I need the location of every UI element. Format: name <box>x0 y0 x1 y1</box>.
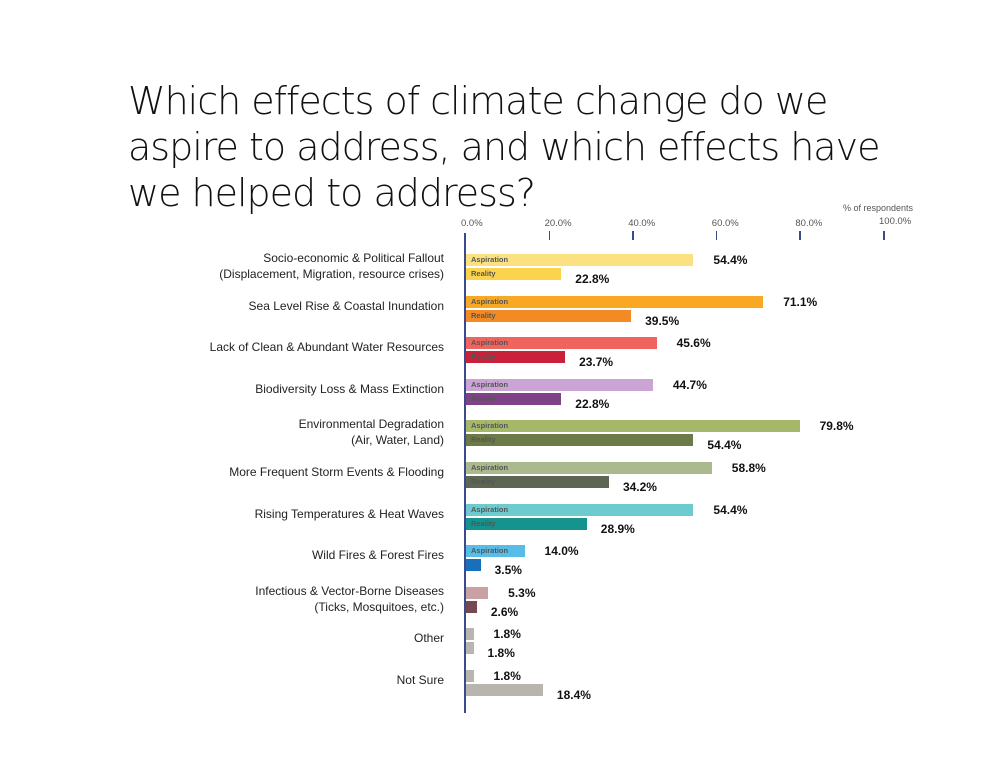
category-label: Socio-economic & Political Fallout (Displ… <box>219 250 444 282</box>
category-line1: Sea Level Rise & Coastal Inundation <box>248 299 444 313</box>
reality-bar <box>466 559 481 571</box>
category-label: Biodiversity Loss & Mass Extinction <box>255 381 444 397</box>
category-line2: (Air, Water, Land) <box>351 433 444 447</box>
series-label: Reality <box>471 394 496 403</box>
tick-label: 20.0% <box>544 218 572 229</box>
reality-value: 3.5% <box>494 563 522 577</box>
aspiration-bar <box>466 670 474 682</box>
aspiration-bar: Aspiration <box>466 296 764 308</box>
reality-bar: Reality <box>466 268 562 280</box>
category-label: Lack of Clean & Abundant Water Resources <box>210 339 444 355</box>
category-line1: Environmental Degradation <box>298 417 444 431</box>
aspiration-bar: Aspiration <box>466 337 657 349</box>
series-label: Aspiration <box>471 255 509 264</box>
aspiration-bar <box>466 628 474 640</box>
aspiration-bar: Aspiration <box>466 420 800 432</box>
aspiration-bar: Aspiration <box>466 254 694 266</box>
aspiration-bar: Aspiration <box>466 504 694 516</box>
reality-value: 2.6% <box>490 605 519 619</box>
reality-bar <box>466 642 474 654</box>
category-label: Rising Temperatures & Heat Waves <box>255 506 444 522</box>
series-label: Reality <box>471 435 496 444</box>
category-line1: Other <box>413 631 444 645</box>
tick-label: 40.0% <box>628 218 656 229</box>
chart-title: Which effects of climate change do we as… <box>128 79 880 215</box>
category-line1: Infectious & Vector-Borne Diseases <box>255 584 444 598</box>
category-label: Not Sure <box>397 672 444 688</box>
series-label: Aspiration <box>471 505 509 514</box>
reality-bar: Reality <box>466 518 587 530</box>
reality-value: 34.2% <box>622 480 657 494</box>
aspiration-value: 5.3% <box>508 586 536 600</box>
y-axis-line <box>464 233 466 713</box>
reality-bar <box>466 601 477 613</box>
aspiration-bar: Aspiration <box>466 379 653 391</box>
category-label: More Frequent Storm Events & Flooding <box>229 464 444 480</box>
category-line1: More Frequent Storm Events & Flooding <box>229 465 444 479</box>
reality-value: 39.5% <box>645 314 680 328</box>
reality-value: 1.8% <box>487 646 515 660</box>
series-label: Reality <box>471 519 496 528</box>
aspiration-value: 14.0% <box>544 544 579 558</box>
reality-value: 22.8% <box>575 397 610 411</box>
series-label: Reality <box>471 311 496 320</box>
series-label: Aspiration <box>471 421 509 430</box>
series-label: Reality <box>471 477 496 486</box>
tick-mark <box>632 231 634 240</box>
reality-value: 23.7% <box>579 355 614 369</box>
tick-mark <box>715 231 718 240</box>
axis-caption: % of respondents <box>843 203 914 213</box>
aspiration-bar <box>466 587 489 599</box>
reality-value: 22.8% <box>575 272 610 286</box>
category-line1: Not Sure <box>396 673 444 687</box>
aspiration-bar: Aspiration <box>466 462 712 474</box>
tick-label: 0.0% <box>461 218 483 229</box>
category-line1: Rising Temperatures & Heat Waves <box>254 507 444 521</box>
reality-bar: Reality <box>466 393 562 405</box>
aspiration-value: 1.8% <box>493 669 521 683</box>
aspiration-value: 54.4% <box>713 503 748 517</box>
category-line2: (Displacement, Migration, resource crise… <box>219 267 444 281</box>
tick-label: 100.0% <box>879 216 912 227</box>
aspiration-value: 79.8% <box>819 419 854 433</box>
series-label: Aspiration <box>471 338 509 347</box>
category-line1: Wild Fires & Forest Fires <box>311 548 444 562</box>
series-label: Aspiration <box>471 380 509 389</box>
tick-label: 60.0% <box>711 218 739 229</box>
category-label: Environmental Degradation (Air, Water, La… <box>299 416 444 448</box>
tick-label: 80.0% <box>795 218 823 229</box>
tick-mark <box>548 231 551 240</box>
category-line2: (Ticks, Mosquitoes, etc.) <box>314 600 444 614</box>
reality-bar: Reality <box>466 310 632 322</box>
category-label: Other <box>414 630 444 646</box>
category-line1: Biodiversity Loss & Mass Extinction <box>255 382 444 396</box>
aspiration-bar: Aspiration <box>466 545 525 557</box>
category-label: Sea Level Rise & Coastal Inundation <box>249 298 444 314</box>
aspiration-value: 44.7% <box>672 378 707 392</box>
aspiration-value: 58.8% <box>731 461 766 475</box>
tick-mark <box>883 231 885 240</box>
reality-bar <box>466 684 543 696</box>
aspiration-value: 45.6% <box>676 336 711 350</box>
series-label: Aspiration <box>471 463 509 472</box>
aspiration-value: 1.8% <box>493 627 521 641</box>
reality-bar: Reality <box>466 476 609 488</box>
series-label: Reality <box>471 269 496 278</box>
aspiration-value: 71.1% <box>783 295 818 309</box>
aspiration-value: 54.4% <box>713 253 748 267</box>
reality-bar: Reality <box>466 434 694 446</box>
reality-bar: Reality <box>466 351 566 363</box>
reality-value: 28.9% <box>600 522 635 536</box>
reality-value: 18.4% <box>556 688 591 702</box>
series-label: Reality <box>471 352 496 361</box>
series-label: Aspiration <box>471 297 509 306</box>
reality-value: 54.4% <box>707 438 742 452</box>
category-line1: Socio-economic & Political Fallout <box>263 251 444 265</box>
category-line1: Lack of Clean & Abundant Water Resources <box>209 340 444 354</box>
category-label: Wild Fires & Forest Fires <box>312 547 444 563</box>
category-label: Infectious & Vector-Borne Diseases (Ticks… <box>255 583 444 615</box>
tick-mark <box>799 231 801 240</box>
series-label: Aspiration <box>471 546 509 555</box>
